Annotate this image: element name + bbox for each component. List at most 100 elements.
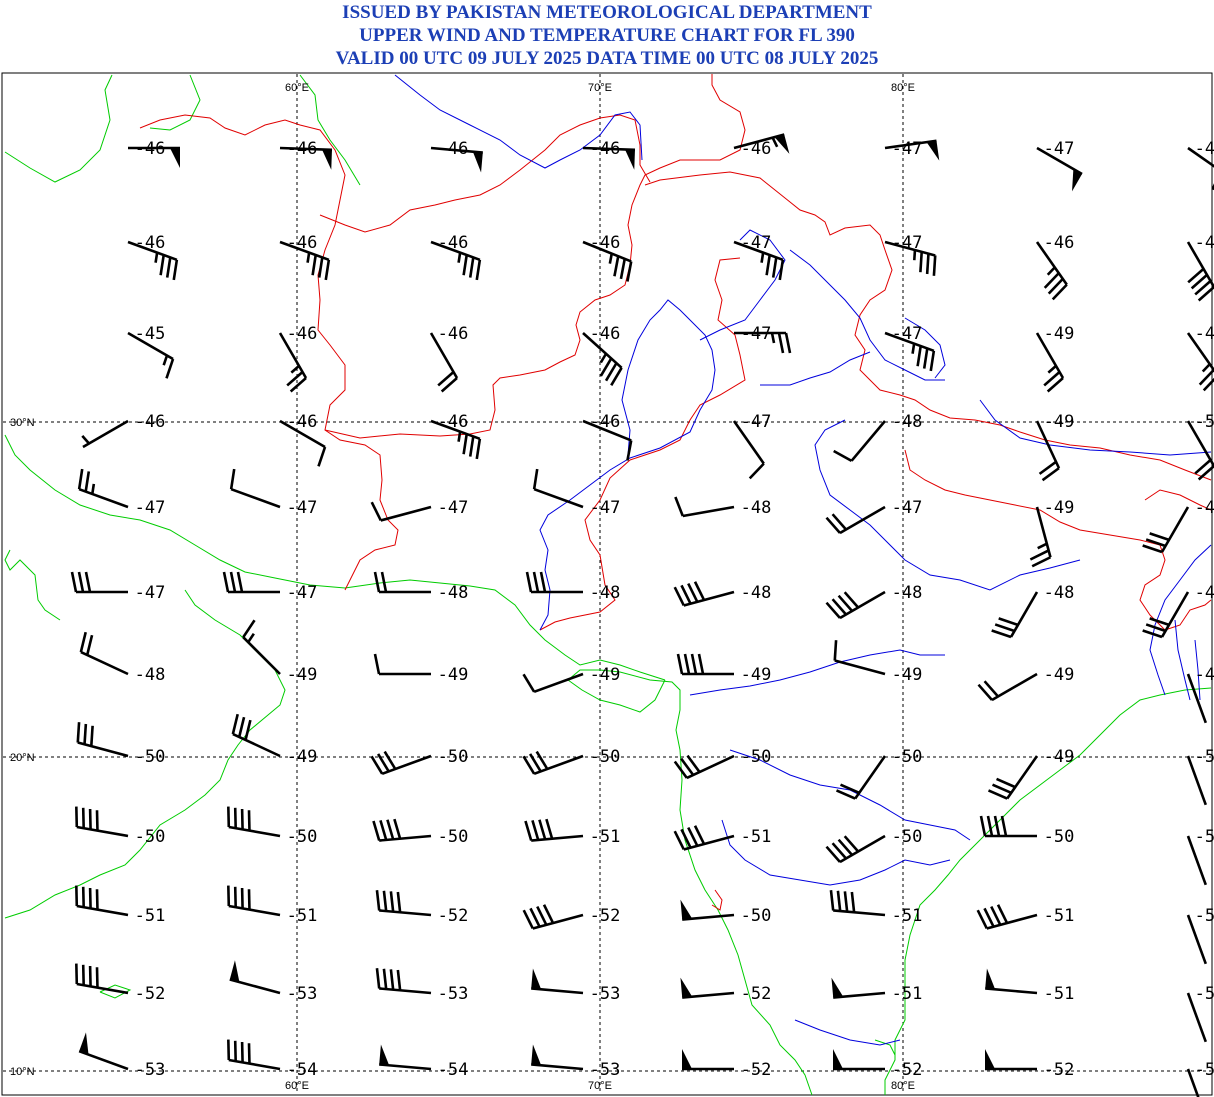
station-0-4: -46 xyxy=(733,133,790,159)
wind-barb-half xyxy=(599,353,608,364)
temperature-label: -50 xyxy=(590,747,621,767)
temperature-label: -53 xyxy=(590,1060,621,1080)
station-6-4: -49 xyxy=(676,653,771,685)
lon-label-80e: 80°E xyxy=(891,82,915,94)
wind-barb-staff xyxy=(884,331,935,353)
wind-barb-staff xyxy=(1036,146,1083,176)
temperature-label: -47 xyxy=(741,412,772,432)
wind-barb-full xyxy=(389,969,395,990)
wind-barb-full xyxy=(626,261,633,282)
wind-barb-full xyxy=(79,631,87,653)
wind-barb-full xyxy=(825,601,841,619)
temperature-label: -48 xyxy=(1195,324,1214,344)
wind-barb-full xyxy=(680,584,692,605)
temperature-label: -47 xyxy=(590,498,621,518)
station-7-5: -50 xyxy=(835,747,922,800)
wind-barb-half xyxy=(760,252,765,263)
station-3-2: -46 xyxy=(430,412,482,460)
wind-barb-pennant xyxy=(1072,169,1083,192)
wind-barb-full xyxy=(545,818,554,840)
coast-india-west xyxy=(567,669,813,1096)
wind-barb-staff xyxy=(278,332,308,379)
wind-barb-pennant xyxy=(170,148,180,168)
temperature-label: -52 xyxy=(741,1060,772,1080)
station-10-6: -51 xyxy=(985,968,1074,1004)
station-9-4: -50 xyxy=(680,899,772,926)
temperature-label: -48 xyxy=(1195,583,1214,603)
temperature-label: -50 xyxy=(1195,827,1214,847)
wind-barb-full xyxy=(382,968,388,990)
temperature-label: -54 xyxy=(438,1060,469,1080)
temperature-label: -50 xyxy=(438,827,469,847)
temperature-label: -49 xyxy=(892,665,923,685)
wind-barb-staff xyxy=(379,987,432,995)
temperature-label: -47 xyxy=(892,233,923,253)
wind-barb-staff xyxy=(682,505,735,518)
temperature-label: -47 xyxy=(1195,233,1214,253)
wind-barb-staff xyxy=(533,487,584,509)
wind-barb-full xyxy=(833,449,853,462)
temperature-label: -50 xyxy=(135,747,166,767)
wind-barb-full xyxy=(70,571,78,593)
wind-barb-staff xyxy=(1187,146,1214,168)
wind-barb-full xyxy=(771,257,778,278)
graticule-labels: 60°E 70°E 80°E 30°N 20°N 10°N 60°E 70°E … xyxy=(10,82,915,1092)
temperature-label: -48 xyxy=(741,498,772,518)
wind-barb-full xyxy=(991,783,1012,795)
temperature-label: -46 xyxy=(590,324,621,344)
wind-barb-staff xyxy=(230,487,281,509)
wind-barb-staff xyxy=(733,240,784,262)
border-india-pakistan xyxy=(539,257,746,631)
wind-barb-half xyxy=(306,252,311,263)
wind-barb-pennant xyxy=(985,968,996,990)
wind-barb-full xyxy=(286,370,304,387)
station-8-1: -50 xyxy=(227,806,317,847)
wind-barb-full xyxy=(375,890,381,911)
wind-barb-staff xyxy=(1035,420,1061,469)
wind-barb-staff xyxy=(1186,420,1214,467)
wind-barb-staff xyxy=(228,1058,281,1071)
wind-barb-full xyxy=(396,969,402,991)
station-7-3: -50 xyxy=(522,747,621,776)
wind-barb-full xyxy=(983,680,1000,698)
temperature-label: -47 xyxy=(892,498,923,518)
station-11-2: -54 xyxy=(379,1044,469,1080)
station-2-0: -45 xyxy=(127,324,175,379)
temperature-label: -49 xyxy=(1195,498,1214,518)
temperature-label: -51 xyxy=(590,827,621,847)
wind-barb-full xyxy=(229,468,236,490)
wind-barb-full xyxy=(373,571,381,593)
temperature-label: -51 xyxy=(741,827,772,847)
wind-barb-full xyxy=(383,750,397,770)
temperature-label: -50 xyxy=(741,906,772,926)
wind-barb-staff xyxy=(1009,591,1039,638)
temperature-label: -49 xyxy=(287,747,318,767)
station-6-7: -49 xyxy=(1186,665,1214,724)
lon-label-70e: 70°E xyxy=(588,82,612,94)
station-7-7: -50 xyxy=(1186,747,1214,806)
wind-barb-full xyxy=(1202,377,1214,392)
temperature-label: -52 xyxy=(1195,1060,1214,1080)
wind-barb-full xyxy=(983,907,995,928)
station-9-1: -51 xyxy=(227,885,317,926)
river-indus xyxy=(539,299,716,631)
wind-barb-staff xyxy=(839,505,886,535)
wind-barb-full xyxy=(375,968,381,989)
wind-barb-full xyxy=(159,254,165,276)
station-6-6: -49 xyxy=(977,665,1074,702)
wind-barb-staff xyxy=(531,1063,584,1071)
river-meghna xyxy=(1174,619,1191,701)
station-7-2: -50 xyxy=(370,747,468,776)
wind-barb-staff xyxy=(77,741,129,758)
wind-barb-full xyxy=(222,571,230,593)
station-0-6: -47 xyxy=(1036,139,1083,192)
wind-barb-staff xyxy=(82,419,129,449)
station-3-6: -49 xyxy=(1035,412,1074,482)
temperature-label: -50 xyxy=(741,747,772,767)
wind-barb-pennant xyxy=(680,977,693,998)
temperature-label: -52 xyxy=(1195,984,1214,1004)
river-brahmaputra-lower xyxy=(1149,544,1212,696)
wind-barb-staff xyxy=(1035,241,1068,286)
wind-barb-full xyxy=(831,598,848,616)
wind-barb-full xyxy=(538,819,547,840)
